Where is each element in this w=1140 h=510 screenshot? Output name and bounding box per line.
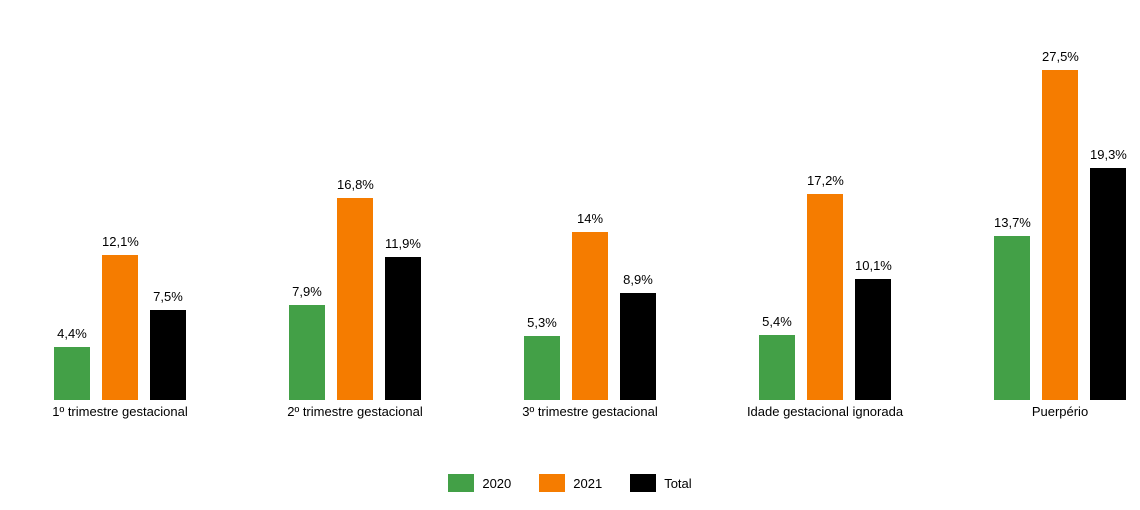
- category-label: 2º trimestre gestacional: [275, 400, 435, 419]
- bar: 7,9%: [289, 305, 325, 400]
- bar-value-label: 7,9%: [289, 284, 325, 305]
- legend-item: 2020: [448, 474, 511, 492]
- bar-value-label: 11,9%: [385, 236, 421, 257]
- legend-label: 2021: [573, 476, 602, 491]
- legend-item: 2021: [539, 474, 602, 492]
- bar: 27,5%: [1042, 70, 1078, 400]
- bar-value-label: 16,8%: [337, 177, 373, 198]
- bar-value-label: 7,5%: [150, 289, 186, 310]
- bar: 12,1%: [102, 255, 138, 400]
- category-label: Puerpério: [980, 400, 1140, 419]
- bars-row: 7,9% 16,8% 11,9%: [275, 40, 435, 400]
- bars-row: 13,7% 27,5% 19,3%: [980, 40, 1140, 400]
- category-label: 1º trimestre gestacional: [40, 400, 200, 419]
- bar: 11,9%: [385, 257, 421, 400]
- legend-swatch: [630, 474, 656, 492]
- chart-container: 4,4%12,1%7,5%1º trimestre gestacional7,9…: [0, 0, 1140, 510]
- bar: 19,3%: [1090, 168, 1126, 400]
- category-label: Idade gestacional ignorada: [745, 400, 905, 419]
- legend-label: 2020: [482, 476, 511, 491]
- legend-item: Total: [630, 474, 691, 492]
- bar-group: 4,4%12,1%7,5%1º trimestre gestacional: [40, 40, 200, 400]
- legend: 2020 2021 Total: [0, 474, 1140, 492]
- bar: 14%: [572, 232, 608, 400]
- bar-value-label: 5,4%: [759, 314, 795, 335]
- category-label: 3º trimestre gestacional: [510, 400, 670, 419]
- bar-value-label: 14%: [572, 211, 608, 232]
- legend-swatch: [539, 474, 565, 492]
- bar-value-label: 27,5%: [1042, 49, 1078, 70]
- bar: 8,9%: [620, 293, 656, 400]
- bar-value-label: 19,3%: [1090, 147, 1126, 168]
- bar-group: 5,3%14%8,9%3º trimestre gestacional: [510, 40, 670, 400]
- bar: 4,4%: [54, 347, 90, 400]
- bar-group: 7,9%16,8%11,9%2º trimestre gestacional: [275, 40, 435, 400]
- bar: 16,8%: [337, 198, 373, 400]
- bar-group: 13,7%27,5%19,3%Puerpério: [980, 40, 1140, 400]
- legend-swatch: [448, 474, 474, 492]
- bars-row: 5,3% 14% 8,9%: [510, 40, 670, 400]
- bar-group: 5,4%17,2%10,1%Idade gestacional ignorada: [745, 40, 905, 400]
- plot-area: 4,4%12,1%7,5%1º trimestre gestacional7,9…: [0, 0, 1140, 430]
- bar: 13,7%: [994, 236, 1030, 400]
- bar-value-label: 17,2%: [807, 173, 843, 194]
- bar: 10,1%: [855, 279, 891, 400]
- bar: 5,4%: [759, 335, 795, 400]
- bar-value-label: 8,9%: [620, 272, 656, 293]
- bar: 5,3%: [524, 336, 560, 400]
- bars-row: 4,4% 12,1% 7,5%: [40, 40, 200, 400]
- bar-value-label: 5,3%: [524, 315, 560, 336]
- bar: 7,5%: [150, 310, 186, 400]
- bars-row: 5,4% 17,2% 10,1%: [745, 40, 905, 400]
- bar-value-label: 10,1%: [855, 258, 891, 279]
- bar-value-label: 13,7%: [994, 215, 1030, 236]
- legend-label: Total: [664, 476, 691, 491]
- bar-value-label: 4,4%: [54, 326, 90, 347]
- bar: 17,2%: [807, 194, 843, 400]
- bar-value-label: 12,1%: [102, 234, 138, 255]
